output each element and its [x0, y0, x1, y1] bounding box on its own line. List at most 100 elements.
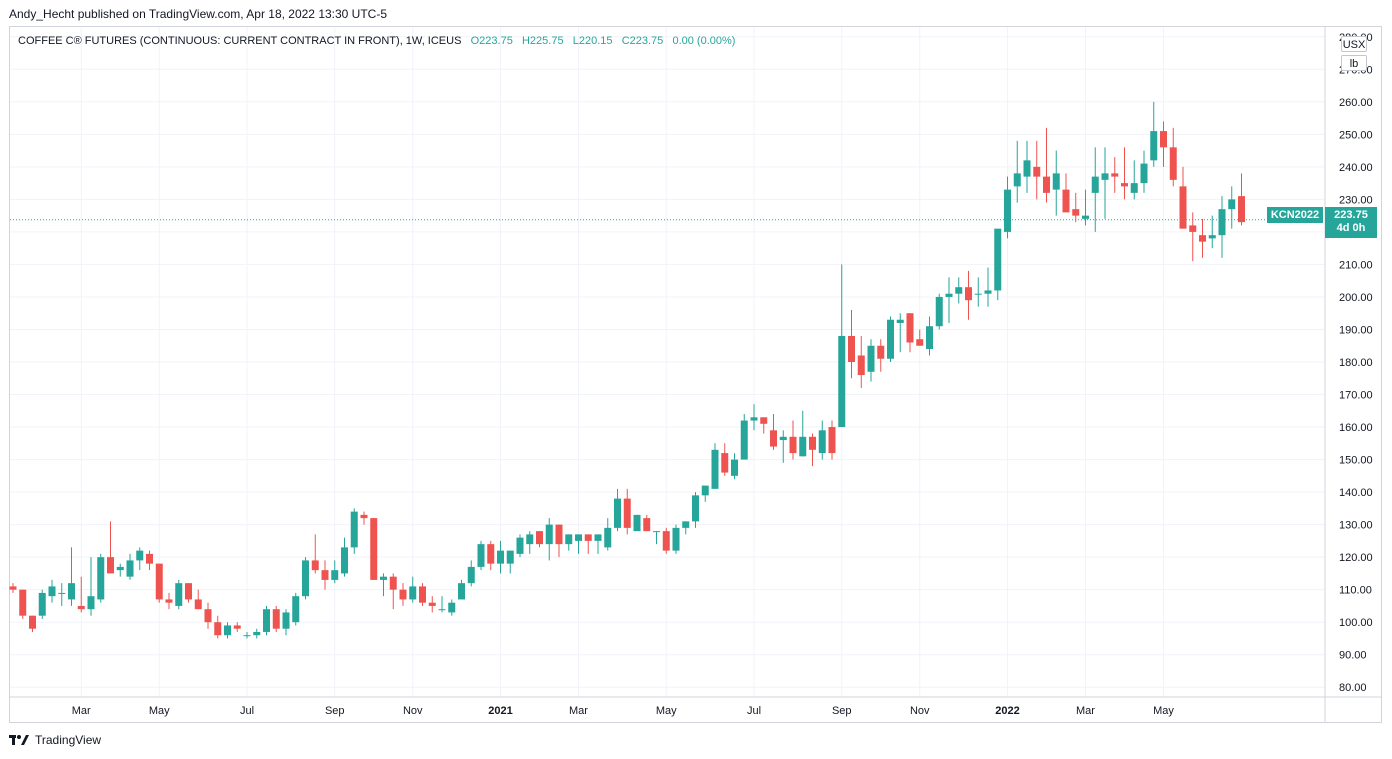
candle-body [575, 534, 582, 541]
y-tick-label: 150.00 [1339, 455, 1373, 467]
candle-body [682, 521, 690, 528]
candle-body [1238, 196, 1245, 223]
y-tick-label: 170.00 [1339, 390, 1373, 402]
candle-body [1052, 173, 1060, 190]
candle-body [116, 566, 124, 571]
candle-body [1189, 225, 1197, 232]
candle-body [545, 524, 553, 545]
candle-body [867, 345, 875, 372]
footer-brand: TradingView [35, 733, 102, 747]
symbol-description: COFFEE C® FUTURES (CONTINUOUS: CURRENT C… [18, 35, 462, 47]
candle-body [204, 609, 212, 623]
candle-body [272, 609, 280, 629]
candle-body [701, 485, 709, 496]
candle-body [1013, 173, 1021, 187]
candle-body [945, 293, 953, 297]
candle-body [526, 534, 534, 545]
x-tick-label: May [149, 705, 170, 717]
candle-body [331, 570, 339, 580]
last-price-label: 223.75 4d 0h [1325, 207, 1377, 238]
candle-body [1130, 183, 1138, 193]
candle-body [282, 612, 290, 629]
candle-body [1208, 235, 1216, 239]
x-tick-label: Nov [403, 705, 423, 717]
x-tick-label: Mar [569, 705, 588, 717]
y-tick-label: 240.00 [1339, 162, 1373, 174]
candle-body [1072, 209, 1080, 216]
candle-body [721, 453, 729, 473]
candle-body [594, 534, 602, 541]
candle-body [838, 335, 846, 428]
candle-body [799, 436, 807, 457]
candle-body [263, 609, 270, 632]
x-tick-label: Jul [240, 705, 254, 717]
candle-body [380, 576, 387, 580]
candle-body [633, 514, 641, 532]
y-tick-label: 90.00 [1339, 650, 1367, 662]
candle-body [1082, 215, 1089, 219]
candle-body [126, 560, 134, 577]
candle-body [458, 583, 465, 600]
candle-body [955, 287, 963, 294]
candle-body [692, 495, 699, 522]
candle-body [341, 547, 348, 574]
y-tick-label: 210.00 [1339, 259, 1373, 271]
low-value: L220.15 [572, 35, 613, 47]
candle-body [233, 625, 241, 629]
candle-body [1091, 176, 1099, 193]
candle-body [984, 290, 992, 294]
candle-body [711, 449, 719, 489]
y-tick-label: 230.00 [1339, 194, 1373, 206]
y-tick-label: 250.00 [1339, 129, 1373, 141]
candle-body [467, 566, 475, 584]
candle-body [662, 531, 670, 551]
candle-body [809, 436, 816, 450]
candle-body [155, 563, 163, 600]
candle-body [750, 417, 758, 421]
high-value: H225.75 [521, 35, 564, 47]
chart-frame [9, 26, 1382, 723]
candle-body [672, 527, 680, 551]
y-tick-label: 130.00 [1339, 520, 1373, 532]
candle-body [1004, 189, 1011, 232]
publisher-line: Andy_Hecht published on TradingView.com,… [9, 7, 388, 21]
x-tick-label: May [1153, 705, 1174, 717]
candle-body [38, 592, 46, 616]
candle-body [1199, 235, 1206, 242]
candle-body [896, 319, 904, 323]
candle-body [419, 586, 426, 603]
y-tick-label: 120.00 [1339, 552, 1373, 564]
footer[interactable]: TradingView [9, 733, 101, 747]
candle-body [253, 631, 261, 636]
candle-body [1218, 209, 1226, 236]
candle-body [243, 635, 251, 637]
bar-countdown: 4d 0h [1336, 222, 1366, 234]
candle-body [623, 498, 631, 528]
candle-body [370, 518, 378, 580]
candle-body [389, 576, 397, 590]
candle-body [292, 596, 300, 623]
candle-body [1121, 183, 1128, 187]
candle-body [536, 531, 543, 545]
candle-body [1062, 189, 1070, 213]
candle-body [565, 534, 573, 545]
candle-body [1033, 166, 1041, 177]
x-tick-label: 2021 [488, 705, 512, 717]
y-tick-label: 140.00 [1339, 487, 1373, 499]
candle-body [399, 589, 407, 600]
candle-body [1101, 173, 1109, 180]
candle-body [29, 615, 36, 629]
candle-body [311, 560, 319, 571]
currency-badge[interactable]: USX [1341, 36, 1367, 52]
candle-body [497, 550, 504, 564]
unit-badge[interactable]: lb [1341, 55, 1367, 71]
candle-body [974, 293, 982, 295]
x-tick-label: Mar [72, 705, 91, 717]
close-value: C223.75 [621, 35, 664, 47]
candle-body [175, 583, 183, 606]
candle-body [887, 319, 894, 359]
candle-body [1043, 176, 1050, 193]
candle-body [848, 335, 855, 362]
y-tick-label: 100.00 [1339, 617, 1373, 629]
